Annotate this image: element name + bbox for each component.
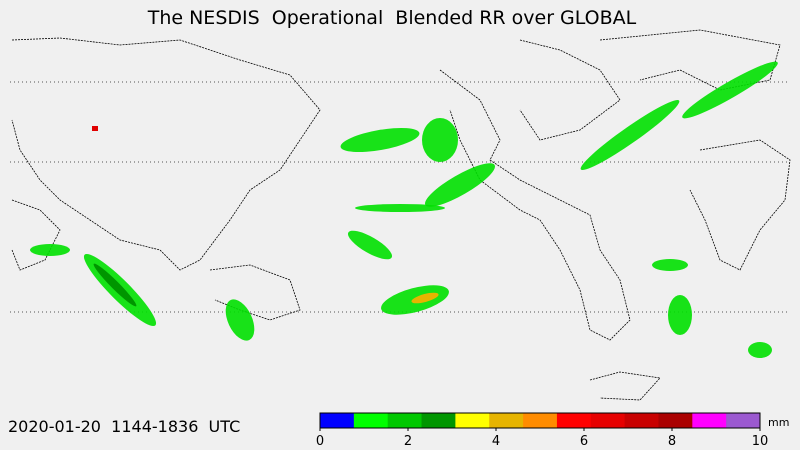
rain-area: [355, 204, 445, 212]
coastline: [689, 139, 791, 271]
rain-area: [682, 61, 778, 119]
rain-area: [347, 230, 393, 260]
colorbar: 0 2 4 6 8 10 mm: [316, 412, 789, 449]
colorbar-tick-label: 4: [492, 434, 500, 449]
timestamp: 2020-01-20 1144-1836 UTC: [8, 417, 240, 436]
colorbar-segment: [489, 413, 524, 428]
colorbar-tick-label: 10: [752, 434, 769, 449]
rain-area: [580, 99, 680, 171]
colorbar-segment: [320, 413, 355, 428]
rain-area: [30, 244, 70, 256]
rain-area: [425, 163, 495, 207]
rain-area: [225, 299, 255, 341]
colorbar-segment: [556, 413, 592, 428]
map: [10, 29, 791, 401]
colorbar-tick-label: 2: [404, 434, 412, 449]
rain-area: [748, 342, 772, 358]
coastline: [589, 371, 661, 401]
colorbar-frame: [319, 412, 761, 429]
colorbar-segment: [523, 413, 558, 428]
title: The NESDIS Operational Blended RR over G…: [147, 7, 637, 29]
rain-area: [652, 259, 688, 271]
rain-area: [411, 292, 439, 304]
colorbar-segment: [590, 413, 626, 428]
colorbar-segment: [387, 413, 423, 428]
colorbar-segment: [658, 413, 693, 428]
rain-area: [668, 295, 692, 335]
colorbar-segment: [726, 413, 761, 428]
rain-area: [340, 127, 420, 153]
coastline: [11, 199, 61, 271]
colorbar-tick-label: 8: [668, 434, 676, 449]
rain-area: [93, 263, 137, 307]
coastline: [439, 69, 631, 341]
colorbar-tick-label: 6: [580, 434, 588, 449]
colorbar-segment: [353, 413, 389, 428]
colorbar-segment: [692, 413, 727, 428]
rain-area: [92, 126, 98, 131]
coastline: [11, 37, 321, 271]
coastline: [599, 29, 781, 91]
colorbar-segment: [455, 413, 490, 428]
colorbar-unit: mm: [768, 416, 789, 429]
colorbar-segment: [624, 413, 659, 428]
colorbar-segment: [421, 413, 456, 428]
coastline: [519, 39, 621, 141]
rain-area: [422, 118, 458, 162]
colorbar-tick-label: 0: [316, 434, 324, 449]
